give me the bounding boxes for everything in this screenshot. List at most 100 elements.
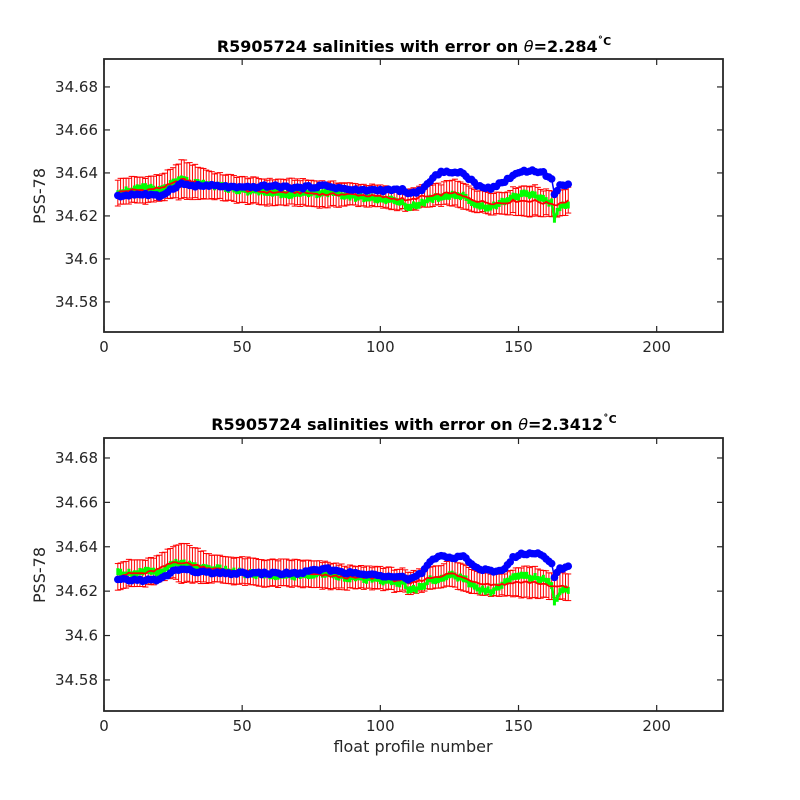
top-calibrated-point: [290, 191, 294, 199]
top-calibrated-point: [450, 190, 454, 198]
bottom-calibrated-point: [439, 574, 443, 582]
bottom-calibrated-point: [409, 586, 413, 594]
top-calibrated-point: [470, 199, 474, 207]
top-float-point: [564, 180, 573, 188]
bottom-x-tick-label: 0: [99, 717, 109, 735]
top-calibrated-point: [337, 189, 341, 197]
bottom-calibrated-point: [395, 579, 399, 587]
bottom-calibrated-point: [555, 594, 559, 602]
top-y-tick-label: 34.64: [55, 164, 98, 182]
top-calibrated-point: [318, 190, 322, 198]
bottom-calibrated-point: [519, 571, 523, 579]
bottom-y-tick-label: 34.66: [55, 493, 98, 511]
top-calibrated-point: [282, 190, 286, 198]
bottom-calibrated-point: [143, 566, 147, 574]
bottom-calibrated-point: [470, 580, 474, 588]
bottom-y-axis-label: PSS-78: [30, 547, 49, 603]
bottom-calibrated-point: [445, 573, 449, 581]
top-float-point: [547, 175, 556, 183]
bottom-calibrated-point: [486, 586, 490, 594]
bottom-calibrated-point: [398, 580, 402, 588]
top-calibrated-point: [514, 193, 518, 201]
top-calibrated-point: [489, 203, 493, 211]
top-calibrated-point: [558, 204, 562, 212]
top-calibrated-point: [155, 186, 159, 194]
bottom-calibrated-point: [478, 587, 482, 595]
bottom-calibrated-point: [155, 569, 159, 577]
top-x-tick-label: 150: [504, 338, 533, 356]
bottom-calibrated-point: [378, 577, 382, 585]
top-calibrated-point: [428, 194, 432, 202]
bottom-calibrated-point: [508, 575, 512, 583]
bottom-calibrated-point: [539, 576, 543, 584]
bottom-calibrated-point: [434, 577, 438, 585]
bottom-calibrated-point: [423, 582, 427, 590]
top-calibrated-point: [345, 191, 349, 199]
top-calibrated-point: [423, 199, 427, 207]
bottom-calibrated-point: [119, 568, 123, 576]
top-calibrated-point: [342, 192, 346, 200]
bottom-title: R5905724 salinities with error on θ=2.34…: [211, 413, 617, 434]
bottom-calibrated-point: [483, 587, 487, 595]
top-calibrated-point: [447, 192, 451, 200]
bottom-calibrated-point: [365, 576, 369, 584]
top-calibrated-point: [295, 189, 299, 197]
top-calibrated-point: [400, 198, 404, 206]
bottom-x-tick-label: 150: [504, 717, 533, 735]
top-x-tick-label: 50: [233, 338, 252, 356]
bottom-calibrated-point: [406, 586, 410, 594]
bottom-calibrated-point: [525, 571, 529, 579]
top-calibrated-point: [536, 194, 540, 202]
bottom-calibrated-point: [500, 581, 504, 589]
top-calibrated-point: [508, 194, 512, 202]
top-calibrated-point: [541, 194, 545, 202]
bottom-calibrated-point: [420, 583, 424, 591]
top-calibrated-point: [555, 207, 559, 215]
top-calibrated-point: [326, 190, 330, 198]
bottom-calibrated-point: [163, 564, 167, 572]
bottom-calibrated-point: [331, 571, 335, 579]
bottom-calibrated-point: [517, 572, 521, 580]
top-y-tick-label: 34.58: [55, 293, 98, 311]
bottom-calibrated-point: [492, 587, 496, 595]
top-calibrated-point: [500, 197, 504, 205]
top-float-series: [114, 166, 573, 201]
top-calibrated-point: [544, 197, 548, 205]
top-calibrated-point: [160, 185, 164, 193]
top-calibrated-point: [563, 201, 567, 209]
bottom-x-tick-label: 50: [233, 717, 252, 735]
top-calibrated-point: [279, 191, 283, 199]
top-calibrated-point: [356, 193, 360, 201]
bottom-calibrated-point: [503, 578, 507, 586]
top-calibrated-point: [353, 194, 357, 202]
top-calibrated-point: [414, 202, 418, 210]
top-calibrated-point: [533, 191, 537, 199]
bottom-y-tick-label: 34.68: [55, 449, 98, 467]
bottom-calibrated-point: [320, 570, 324, 578]
bottom-float-point: [547, 559, 556, 568]
top-calibrated-point: [312, 188, 316, 196]
bottom-calibrated-point: [417, 582, 421, 590]
top-calibrated-point: [505, 197, 509, 205]
top-calibrated-point: [177, 176, 181, 184]
top-calibrated-point: [398, 198, 402, 206]
top-calibrated-point: [434, 193, 438, 201]
bottom-calibrated-point: [412, 584, 415, 592]
top-calibrated-point: [124, 186, 128, 194]
bottom-calibrated-point: [273, 573, 277, 581]
top-calibrated-point: [406, 203, 410, 211]
bottom-calibrated-point: [414, 586, 418, 594]
top-calibrated-point: [486, 204, 490, 212]
bottom-x-tick-label: 100: [366, 717, 395, 735]
top-calibrated-point: [453, 192, 457, 200]
top-y-tick-label: 34.66: [55, 121, 98, 139]
top-calibrated-point: [392, 196, 396, 204]
top-calibrated-point: [483, 204, 487, 212]
top-calibrated-point: [260, 187, 264, 195]
top-calibrated-point: [456, 192, 460, 200]
bottom-calibrated-point: [456, 574, 460, 582]
top-calibrated-point: [552, 215, 556, 223]
top-calibrated-point: [530, 190, 534, 198]
top-calibrated-point: [494, 202, 498, 210]
top-calibrated-point: [458, 193, 462, 201]
